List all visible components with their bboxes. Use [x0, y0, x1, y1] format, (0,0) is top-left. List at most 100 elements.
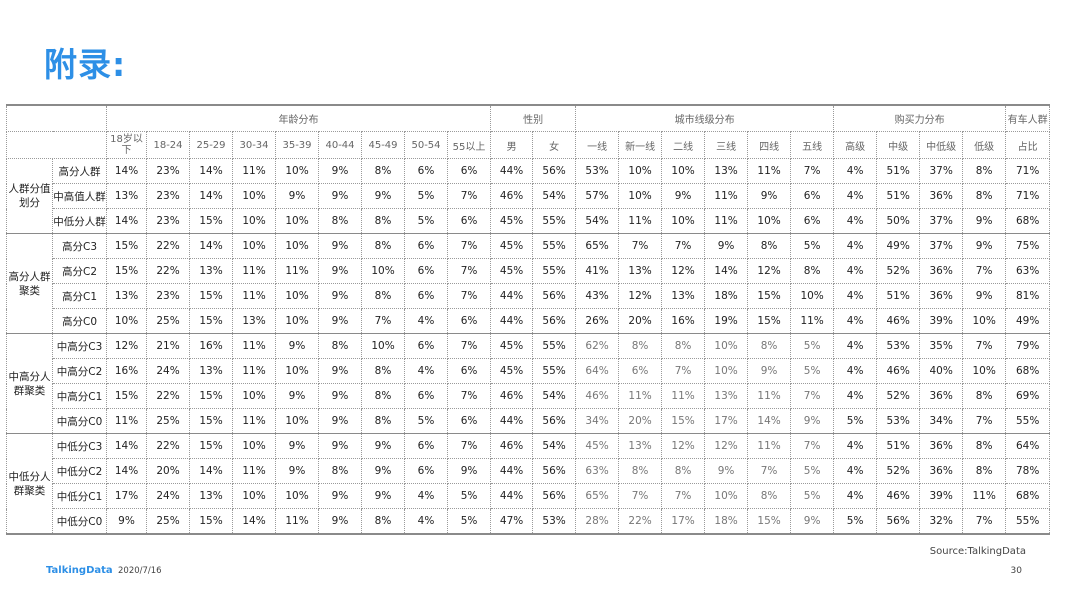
table-cell: 7% — [446, 183, 492, 209]
row-label: 中低分C1 — [52, 483, 107, 509]
table-cell: 15% — [106, 233, 147, 259]
table-cell: 25% — [146, 508, 190, 535]
table-cell: 54% — [532, 183, 577, 209]
row-label: 高分C3 — [52, 233, 107, 259]
header-column-row: 18岁以下 18-24 25-29 30-34 35-39 40-44 45-49 50-54… — [6, 131, 1051, 159]
source-note: Source:TalkingData — [929, 546, 1026, 557]
table-cell: 8% — [318, 333, 362, 359]
table-cell: 36% — [919, 433, 964, 459]
table-cell: 7% — [618, 233, 663, 259]
table-cell: 15% — [189, 383, 233, 409]
table-cell: 6% — [404, 433, 448, 459]
column-header: 30-34 — [232, 131, 276, 159]
header-corner — [6, 104, 107, 132]
table-cell: 9% — [318, 508, 362, 535]
table-cell: 11% — [232, 158, 276, 184]
table-cell: 4% — [833, 233, 878, 259]
table-cell: 6% — [446, 358, 492, 384]
table-row: 中高分C2 16% 24% 13% 11% 10% 9% 8% 4% 6% 45% 55% 64% 6% 7… — [7, 358, 1051, 384]
table-cell: 64% — [1005, 433, 1051, 459]
table-cell: 9% — [704, 458, 749, 484]
column-header: 18-24 — [146, 131, 190, 159]
table-cell: 13% — [661, 283, 706, 309]
column-header: 45-49 — [361, 131, 405, 159]
table-cell: 7% — [790, 433, 835, 459]
table-cell: 8% — [962, 433, 1007, 459]
table-cell: 40% — [919, 358, 964, 384]
table-cell: 10% — [962, 308, 1007, 334]
section-label: 人群分值划分 — [6, 158, 53, 234]
table-cell: 37% — [919, 233, 964, 259]
table-cell: 8% — [361, 158, 405, 184]
table-cell: 14% — [106, 208, 147, 234]
table-cell: 11% — [747, 158, 792, 184]
table-cell: 10% — [704, 358, 749, 384]
talkingdata-logo: TalkingData — [46, 565, 113, 576]
table-cell: 4% — [833, 208, 878, 234]
table-cell: 13% — [704, 383, 749, 409]
table-cell: 15% — [189, 308, 233, 334]
row-label: 中低分C0 — [52, 508, 107, 535]
table-cell: 23% — [146, 208, 190, 234]
column-header: 低级 — [962, 131, 1007, 159]
appendix-table: 年龄分布 性别 城市线级分布 购买力分布 有车人群 18岁以下 18-24 25-29 30-… — [6, 104, 1051, 535]
table-cell: 9% — [275, 433, 319, 459]
table-cell: 10% — [790, 283, 835, 309]
table-cell: 22% — [618, 508, 663, 535]
table-cell: 50% — [876, 208, 921, 234]
table-cell: 11% — [704, 208, 749, 234]
table-cell: 10% — [704, 333, 749, 359]
table-cell: 10% — [232, 183, 276, 209]
table-cell: 4% — [833, 283, 878, 309]
table-cell: 9% — [446, 458, 492, 484]
table-body: 人群分值划分 高分人群 14% 23% 14% 11% 10% 9% 8% 6% 6% 44% 56% 5… — [6, 158, 1051, 535]
table-cell: 10% — [361, 258, 405, 284]
table-cell: 10% — [275, 308, 319, 334]
table-cell: 17% — [661, 508, 706, 535]
table-cell: 11% — [232, 283, 276, 309]
table-cell: 11% — [275, 258, 319, 284]
table-cell: 9% — [318, 183, 362, 209]
table-cell: 13% — [232, 308, 276, 334]
column-header: 中级 — [876, 131, 921, 159]
table-header: 年龄分布 性别 城市线级分布 购买力分布 有车人群 18岁以下 18-24 25-29 30-… — [6, 104, 1051, 159]
table-cell: 7% — [446, 383, 492, 409]
footer-date: 2020/7/16 — [118, 566, 162, 576]
table-cell: 10% — [275, 158, 319, 184]
table-cell: 13% — [704, 158, 749, 184]
table-cell: 10% — [962, 358, 1007, 384]
table-cell: 8% — [747, 233, 792, 259]
table-cell: 10% — [275, 283, 319, 309]
table-cell: 17% — [704, 408, 749, 434]
table-cell: 19% — [704, 308, 749, 334]
table-cell: 55% — [532, 208, 577, 234]
table-cell: 15% — [189, 283, 233, 309]
table-cell: 9% — [790, 408, 835, 434]
table-cell: 11% — [106, 408, 147, 434]
table-cell: 15% — [189, 208, 233, 234]
table-cell: 5% — [790, 333, 835, 359]
table-cell: 20% — [618, 308, 663, 334]
column-header: 25-29 — [189, 131, 233, 159]
table-cell: 10% — [232, 383, 276, 409]
table-cell: 53% — [876, 333, 921, 359]
table-cell: 5% — [833, 408, 878, 434]
table-cell: 7% — [962, 258, 1007, 284]
table-cell: 69% — [1005, 383, 1051, 409]
table-cell: 11% — [275, 508, 319, 535]
column-header: 三线 — [704, 131, 749, 159]
table-cell: 46% — [490, 433, 534, 459]
table-cell: 9% — [361, 483, 405, 509]
table-cell: 8% — [747, 483, 792, 509]
table-cell: 51% — [876, 433, 921, 459]
table-cell: 44% — [490, 458, 534, 484]
table-cell: 5% — [446, 508, 492, 535]
table-cell: 7% — [962, 333, 1007, 359]
table-cell: 4% — [404, 508, 448, 535]
table-cell: 71% — [1005, 158, 1051, 184]
appendix-table-container: 年龄分布 性别 城市线级分布 购买力分布 有车人群 18岁以下 18-24 25-29 30-… — [6, 104, 1051, 535]
table-cell: 15% — [661, 408, 706, 434]
table-cell: 52% — [876, 258, 921, 284]
table-cell: 56% — [532, 308, 577, 334]
table-cell: 9% — [318, 158, 362, 184]
